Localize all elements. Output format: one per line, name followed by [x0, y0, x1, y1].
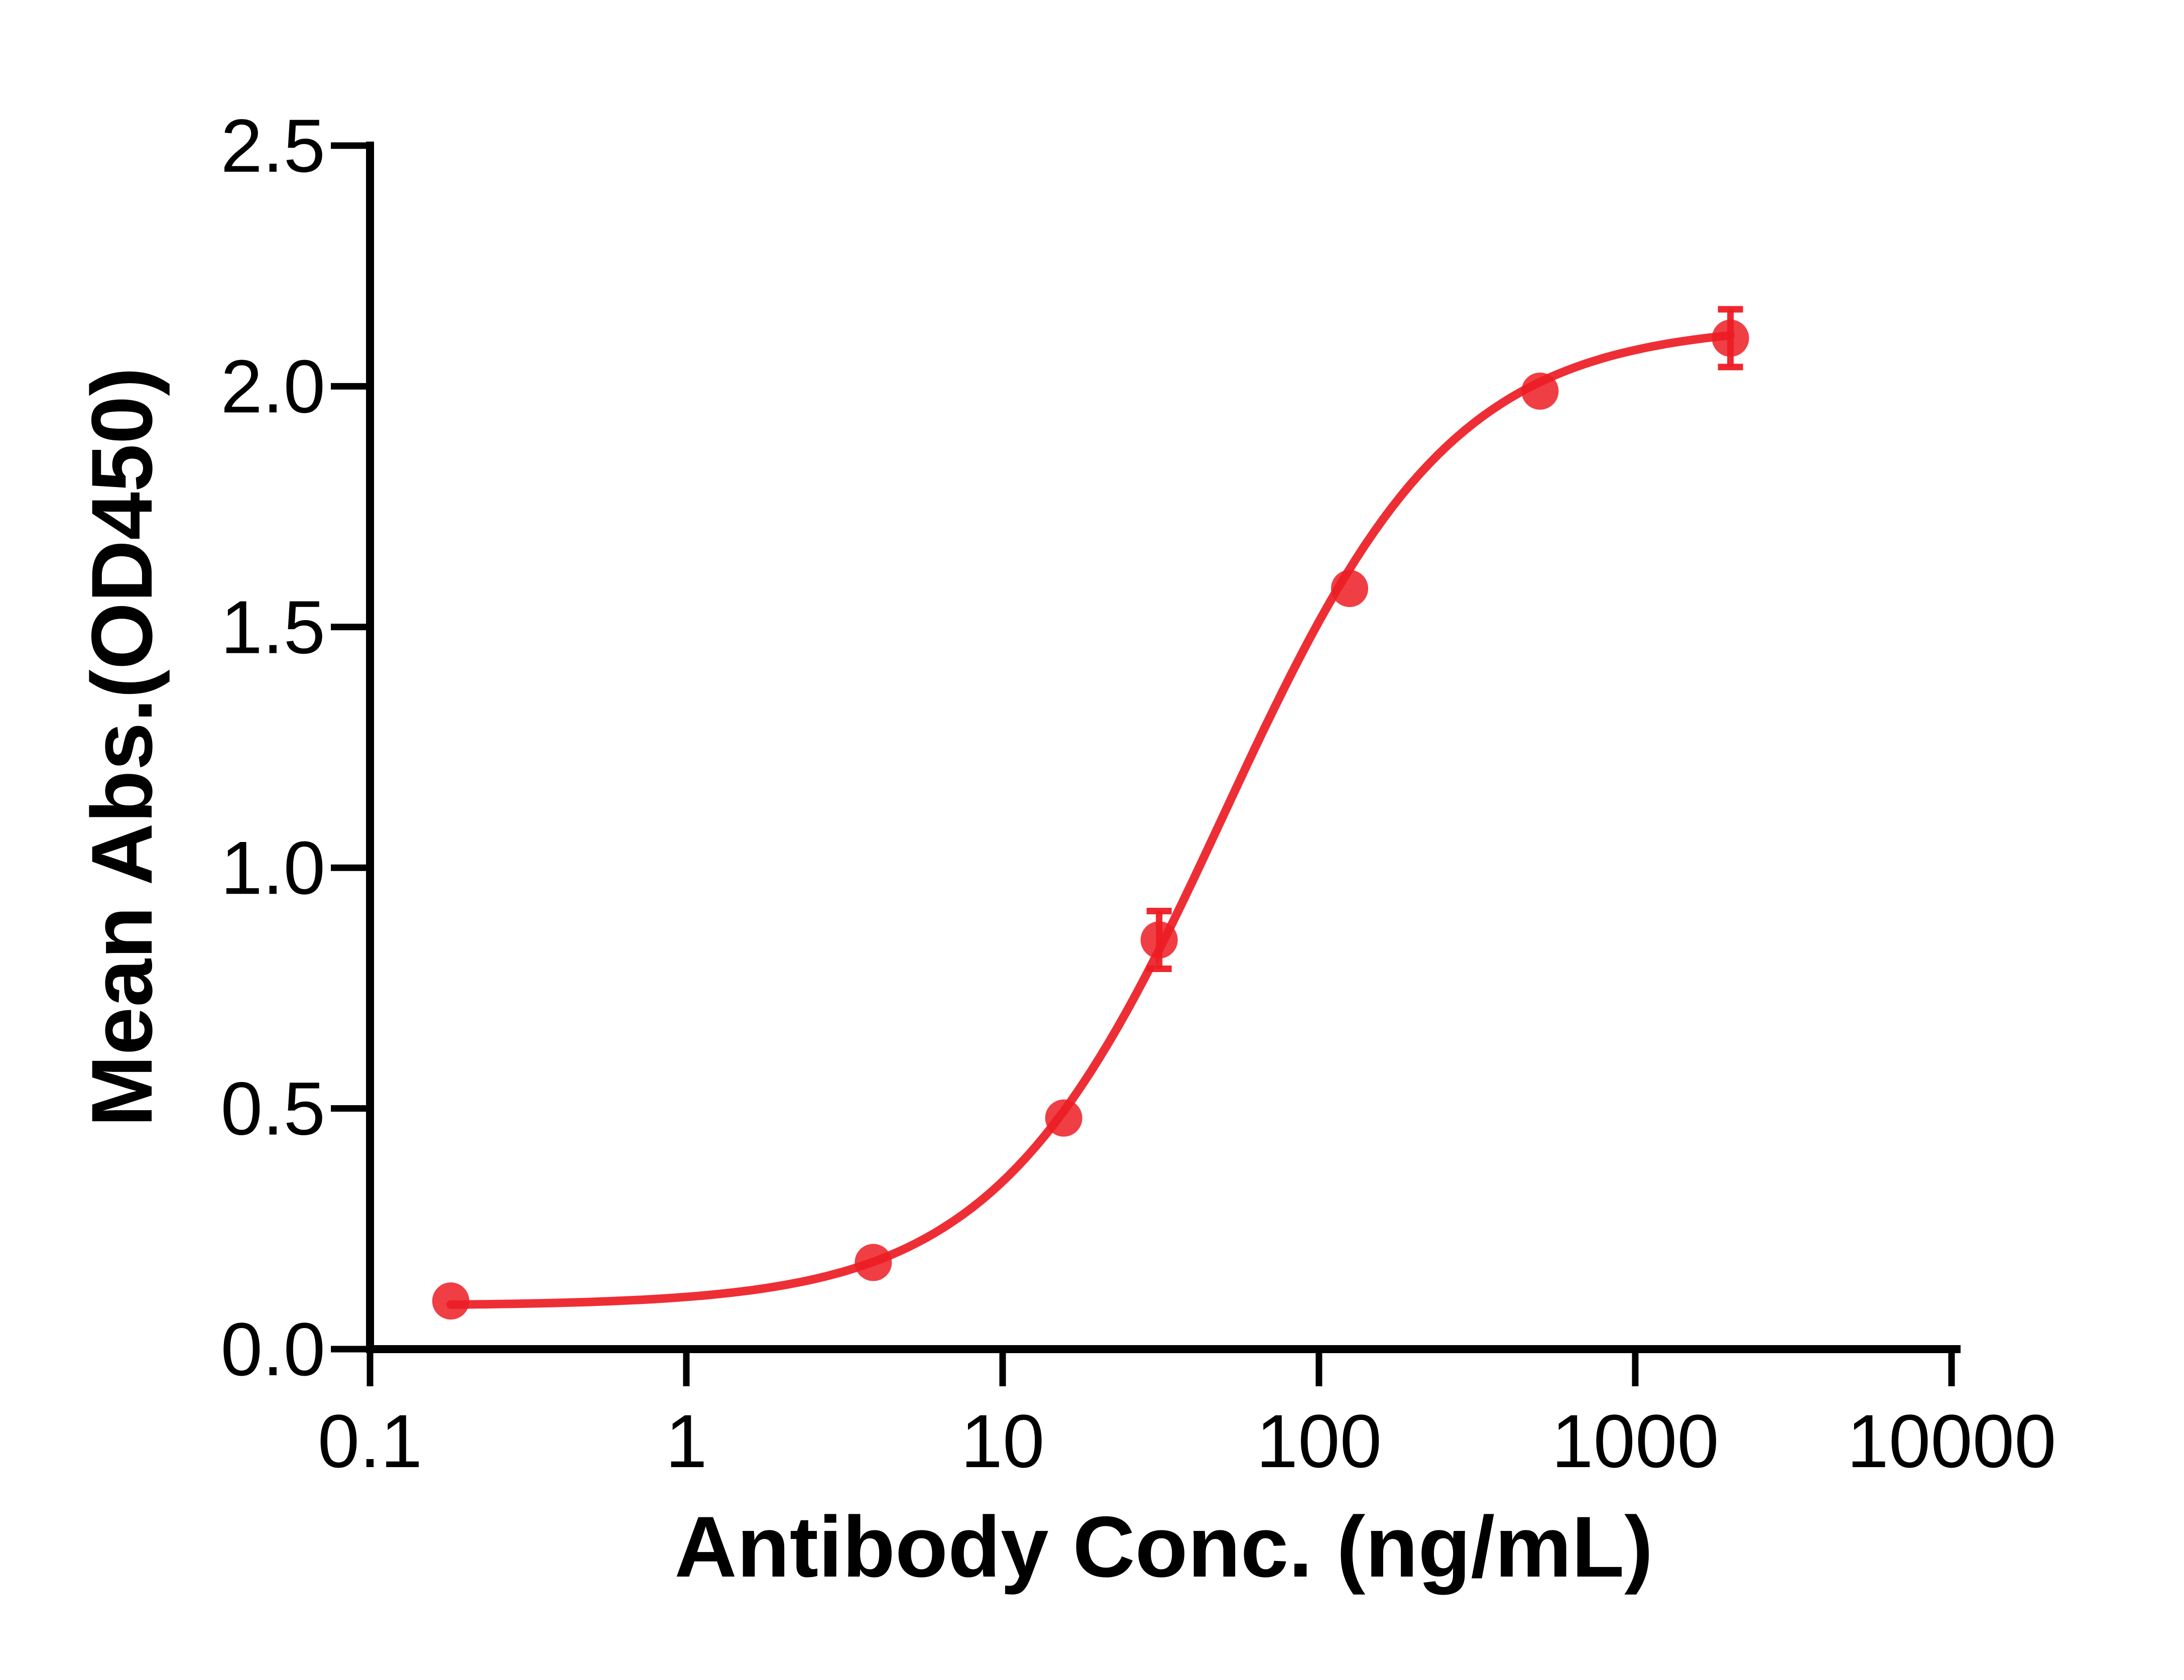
axes-layer: 0.0 0.5 1.0 1.5 2.0 2.5 0.1 1 10 100 1000 10000	[220, 103, 2056, 1483]
y-tick-label: 0.0	[220, 1307, 325, 1391]
y-tick-label: 2.5	[220, 103, 325, 188]
x-tick-label: 10000	[1847, 1399, 2056, 1483]
x-tick-label: 0.1	[318, 1399, 423, 1483]
x-tick-label: 1000	[1551, 1399, 1719, 1483]
x-tick-label: 100	[1256, 1399, 1382, 1483]
y-tick-label: 1.5	[220, 585, 325, 669]
fit-curve	[446, 331, 1735, 1309]
y-axis-title: Mean Abs.(OD450)	[74, 367, 170, 1127]
x-axis-title: Antibody Conc. (ng/mL)	[674, 1499, 1653, 1595]
x-tick-label: 1	[665, 1399, 707, 1483]
y-tick-label: 2.0	[220, 344, 325, 428]
x-tick-label: 10	[961, 1399, 1045, 1483]
plot-layer	[432, 306, 1749, 1320]
y-tick-label: 1.0	[220, 825, 325, 910]
y-tick-label: 0.5	[220, 1066, 325, 1151]
